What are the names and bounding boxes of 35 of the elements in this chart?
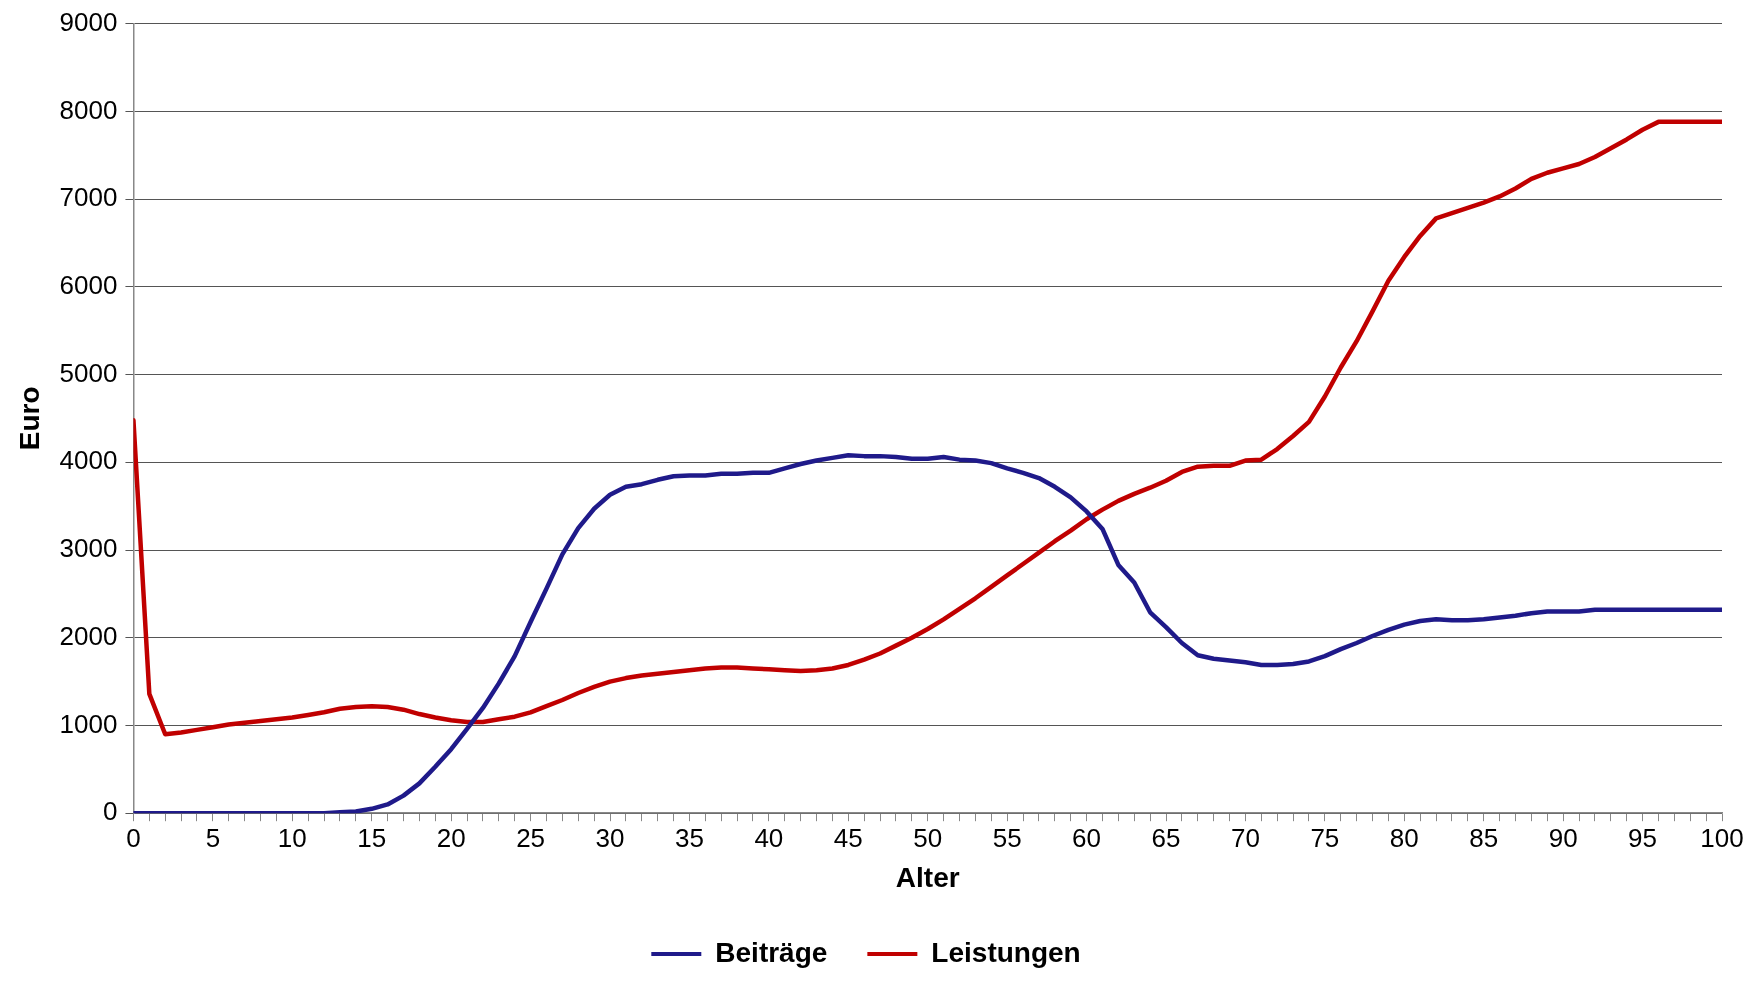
x-tick-label: 40 (754, 822, 784, 853)
x-tick-label: 5 (205, 822, 221, 853)
legend-label: Leistungen (931, 936, 1081, 968)
x-tick-label: 95 (1628, 822, 1658, 853)
x-tick-label: 90 (1548, 822, 1578, 853)
y-tick-label: 1000 (59, 708, 118, 739)
x-tick-label: 35 (674, 822, 704, 853)
x-tick-label: 15 (357, 822, 387, 853)
y-tick-label: 4000 (59, 445, 118, 476)
x-tick-label: 60 (1072, 822, 1102, 853)
x-tick-label: 65 (1151, 822, 1181, 853)
y-tick-label: 6000 (59, 269, 118, 300)
x-tick-label: 25 (516, 822, 546, 853)
y-tick-label: 7000 (59, 182, 118, 213)
x-axis-title: Alter (895, 861, 960, 893)
y-axis-title: Euro (13, 386, 45, 451)
x-tick-label: 0 (126, 822, 141, 853)
x-tick-label: 70 (1230, 822, 1260, 853)
y-tick-label: 2000 (59, 620, 118, 651)
x-tick-label: 80 (1389, 822, 1419, 853)
x-tick-label: 100 (1700, 822, 1744, 853)
x-tick-label: 85 (1469, 822, 1499, 853)
x-tick-label: 10 (277, 822, 307, 853)
x-tick-label: 20 (436, 822, 466, 853)
x-tick-label: 55 (992, 822, 1022, 853)
x-tick-label: 50 (913, 822, 943, 853)
y-tick-label: 9000 (59, 6, 118, 37)
x-tick-label: 75 (1310, 822, 1340, 853)
x-tick-label: 45 (833, 822, 863, 853)
y-tick-label: 5000 (59, 357, 118, 388)
legend-label: Beiträge (715, 936, 828, 968)
x-tick-label: 30 (595, 822, 625, 853)
y-tick-label: 3000 (59, 533, 118, 564)
y-tick-label: 8000 (59, 94, 118, 125)
y-tick-label: 0 (102, 796, 118, 827)
